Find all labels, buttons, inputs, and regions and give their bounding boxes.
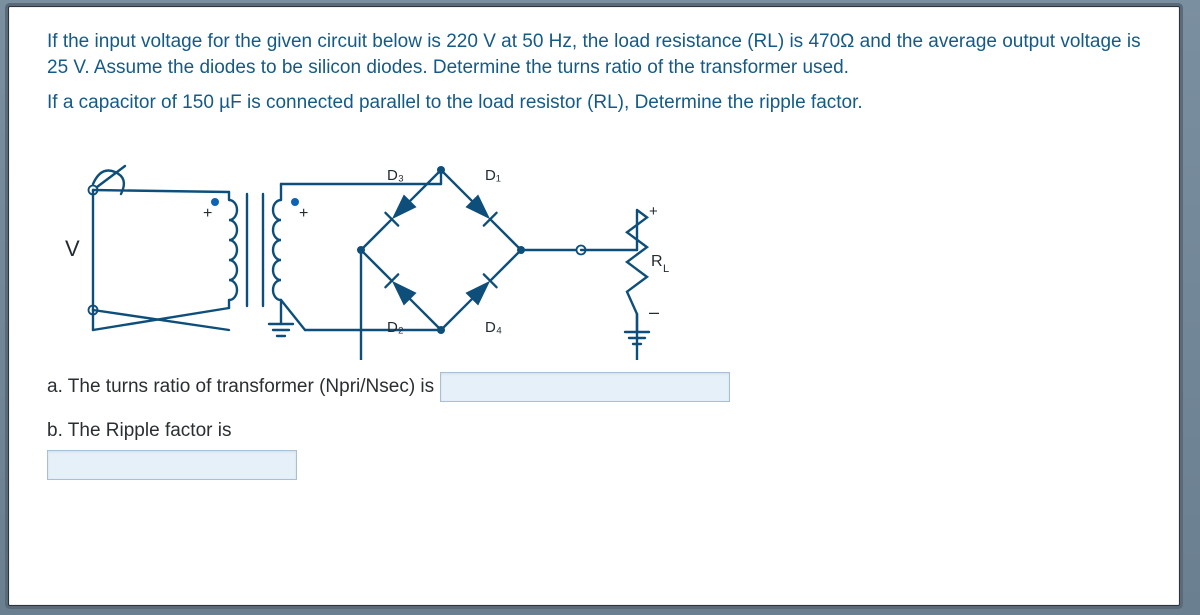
answer-a-label: a. The turns ratio of transformer (Npri/… xyxy=(47,376,434,398)
question-text-2: If a capacitor of 150 µF is connected pa… xyxy=(47,90,1151,116)
circuit-svg: V + + D₃ D₁ D₂ D₄ RL + – xyxy=(41,130,681,360)
answer-a-input[interactable] xyxy=(440,372,730,402)
viewport: If the input voltage for the given circu… xyxy=(0,0,1200,615)
question-text-1: If the input voltage for the given circu… xyxy=(47,29,1151,80)
answer-a-row: a. The turns ratio of transformer (Npri/… xyxy=(47,372,1151,402)
svg-text:+: + xyxy=(299,205,308,222)
answer-b-label: b. The Ripple factor is xyxy=(47,420,1151,442)
answer-b-block: b. The Ripple factor is xyxy=(47,420,1151,480)
svg-text:R: R xyxy=(651,253,663,270)
svg-text:–: – xyxy=(649,302,659,322)
svg-text:+: + xyxy=(649,203,658,220)
svg-text:D₂: D₂ xyxy=(387,319,404,336)
svg-text:D₄: D₄ xyxy=(485,319,502,336)
svg-text:D₁: D₁ xyxy=(485,167,501,184)
circuit-figure: V + + D₃ D₁ D₂ D₄ RL + – xyxy=(41,130,681,360)
svg-text:V: V xyxy=(65,236,80,261)
answer-b-input[interactable] xyxy=(47,450,297,480)
question-sheet: If the input voltage for the given circu… xyxy=(8,6,1180,606)
svg-text:+: + xyxy=(203,205,212,222)
svg-text:D₃: D₃ xyxy=(387,167,404,184)
svg-text:L: L xyxy=(663,263,669,275)
